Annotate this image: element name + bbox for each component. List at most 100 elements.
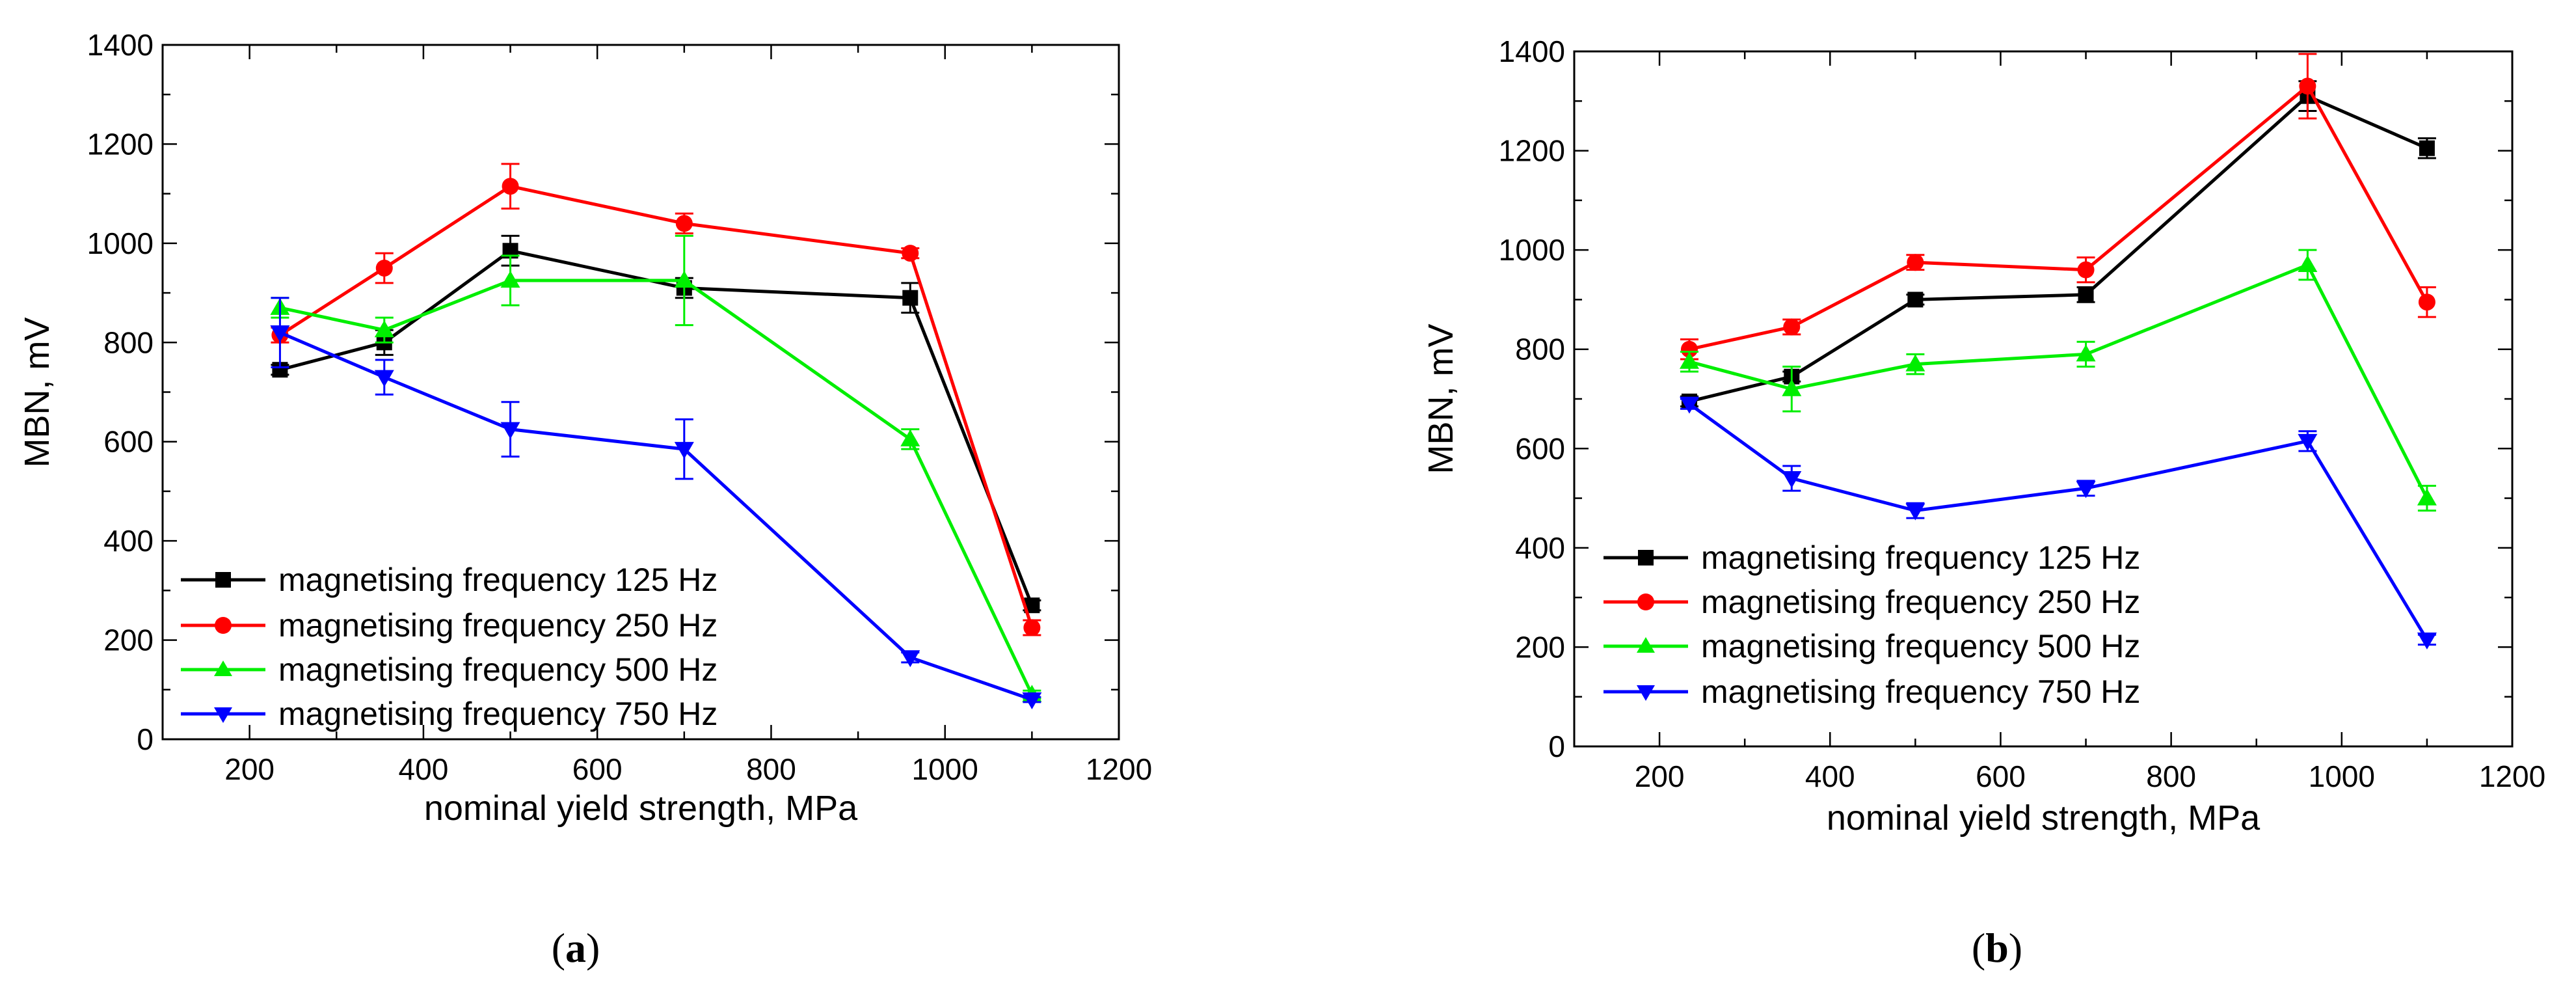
series-line-b-250 — [1689, 83, 2429, 351]
data-point — [502, 178, 519, 195]
legend-label-a-500: magnetising frequency 500 Hz — [278, 651, 718, 688]
data-point — [1783, 318, 1801, 336]
y-ticks-a: 0 200 400 600 800 1000 1200 1400 — [87, 28, 1119, 756]
legend-entry-a-500: magnetising frequency 500 Hz — [181, 651, 718, 688]
data-point — [1907, 292, 1924, 308]
x-tick-label-a: 1000 — [912, 752, 978, 786]
legend-label-b-500: magnetising frequency 500 Hz — [1701, 628, 2140, 664]
data-point — [902, 290, 919, 306]
data-point — [2298, 255, 2318, 273]
data-point — [270, 325, 290, 343]
x-tick-label-a: 1200 — [1086, 752, 1152, 786]
data-point — [374, 320, 394, 338]
legend-entry-a-750: magnetising frequency 750 Hz — [181, 696, 718, 732]
y-tick-label-b: 1200 — [1499, 134, 1565, 168]
data-point — [674, 271, 694, 288]
data-point — [1905, 354, 1925, 372]
x-tick-label-a: 200 — [224, 752, 275, 786]
panel-caption-b: (b) — [1972, 925, 2022, 971]
x-tick-label-b: 800 — [2146, 759, 2196, 793]
x-axis-title-b: nominal yield strength, MPa — [1827, 798, 2261, 838]
x-tick-label-b: 600 — [1976, 759, 2026, 793]
x-tick-label-a: 600 — [572, 752, 623, 786]
series-line-a-125 — [279, 249, 1034, 607]
data-point — [1782, 471, 1802, 489]
legend-label-b-250: magnetising frequency 250 Hz — [1701, 584, 2140, 620]
legend-b: magnetising frequency 125 Hz magnetising… — [1603, 539, 2140, 710]
series-group-b — [1679, 53, 2437, 649]
data-point — [1679, 351, 1699, 369]
legend-a: magnetising frequency 125 Hz magnetising… — [181, 562, 718, 732]
y-tick-label-a: 1000 — [87, 226, 154, 260]
y-tick-label-a: 800 — [103, 325, 154, 359]
x-tick-label-b: 1200 — [2479, 759, 2545, 793]
y-tick-label-b: 800 — [1515, 333, 1565, 366]
data-point — [900, 650, 920, 668]
y-tick-label-a: 600 — [103, 425, 154, 459]
chart-panel-b: 200 400 600 800 1000 1200 0 200 400 600 800 1000 12… — [1421, 34, 2545, 971]
data-point — [2077, 261, 2095, 279]
data-point — [375, 259, 393, 277]
data-point — [2417, 632, 2437, 649]
data-point — [2298, 433, 2318, 451]
y-tick-label-a: 1200 — [87, 127, 154, 161]
series-a-750 — [270, 297, 1042, 710]
legend-label-a-750: magnetising frequency 750 Hz — [278, 696, 718, 732]
series-b-250 — [1680, 53, 2436, 361]
data-point — [902, 245, 919, 262]
x-axis-title-a: nominal yield strength, MPa — [424, 789, 858, 828]
legend-label-b-750: magnetising frequency 750 Hz — [1701, 674, 2140, 710]
series-line-a-750 — [279, 331, 1033, 702]
legend-entry-b-250: magnetising frequency 250 Hz — [1603, 584, 2140, 620]
legend-entry-b-750: magnetising frequency 750 Hz — [1603, 674, 2140, 710]
legend-marker-a-250 — [215, 617, 232, 634]
series-line-a-500 — [279, 279, 1034, 696]
chart-panel-a: 200 400 600 800 1000 1200 0 200 400 600 800 1000 12… — [18, 28, 1152, 971]
y-tick-label-b: 0 — [1548, 729, 1565, 763]
x-tick-label-a: 800 — [746, 752, 796, 786]
y-ticks-b: 0 200 400 600 800 1000 1200 1400 — [1499, 34, 2512, 763]
x-tick-label-b: 1000 — [2309, 759, 2375, 793]
legend-entry-a-125: magnetising frequency 125 Hz — [181, 562, 718, 598]
data-point — [1679, 396, 1699, 414]
legend-entry-a-250: magnetising frequency 250 Hz — [181, 607, 718, 644]
legend-marker-b-500 — [1637, 637, 1655, 653]
y-tick-label-b: 1000 — [1499, 233, 1565, 267]
data-point — [2417, 488, 2437, 506]
y-tick-label-a: 1400 — [87, 28, 154, 62]
data-point — [500, 271, 520, 288]
legend-label-b-125: magnetising frequency 125 Hz — [1701, 539, 2140, 576]
y-tick-label-b: 400 — [1515, 531, 1565, 565]
data-point — [2076, 344, 2096, 362]
y-tick-label-b: 200 — [1515, 630, 1565, 664]
x-tick-label-b: 200 — [1635, 759, 1685, 793]
data-point — [2418, 293, 2435, 311]
series-b-125 — [1680, 80, 2436, 409]
legend-entry-b-125: magnetising frequency 125 Hz — [1603, 539, 2140, 576]
data-point — [675, 215, 693, 232]
x-ticks-b: 200 400 600 800 1000 1200 — [1573, 51, 2545, 793]
legend-marker-a-125 — [215, 572, 231, 588]
data-point — [374, 370, 394, 387]
y-tick-label-a: 200 — [103, 623, 154, 657]
legend-marker-b-125 — [1638, 550, 1654, 566]
legend-marker-a-500 — [214, 661, 232, 676]
data-point — [1907, 254, 1924, 271]
series-b-750 — [1679, 396, 2437, 649]
legend-label-a-125: magnetising frequency 125 Hz — [278, 562, 718, 598]
series-line-b-125 — [1689, 94, 2428, 403]
data-point — [2076, 481, 2096, 498]
data-point — [1782, 379, 1802, 396]
data-point — [900, 429, 920, 446]
series-b-500 — [1679, 249, 2437, 512]
series-line-b-500 — [1689, 262, 2429, 499]
y-axis-title-b: MBN, mV — [1421, 323, 1460, 474]
y-tick-label-a: 400 — [103, 524, 154, 558]
series-line-b-750 — [1688, 402, 2429, 641]
series-a-250 — [271, 163, 1041, 636]
legend-marker-b-250 — [1637, 593, 1654, 610]
x-ticks-a: 200 400 600 800 1000 1200 — [161, 45, 1152, 786]
data-point — [2419, 140, 2435, 156]
y-tick-label-a: 0 — [137, 722, 154, 756]
data-point — [1023, 619, 1041, 636]
